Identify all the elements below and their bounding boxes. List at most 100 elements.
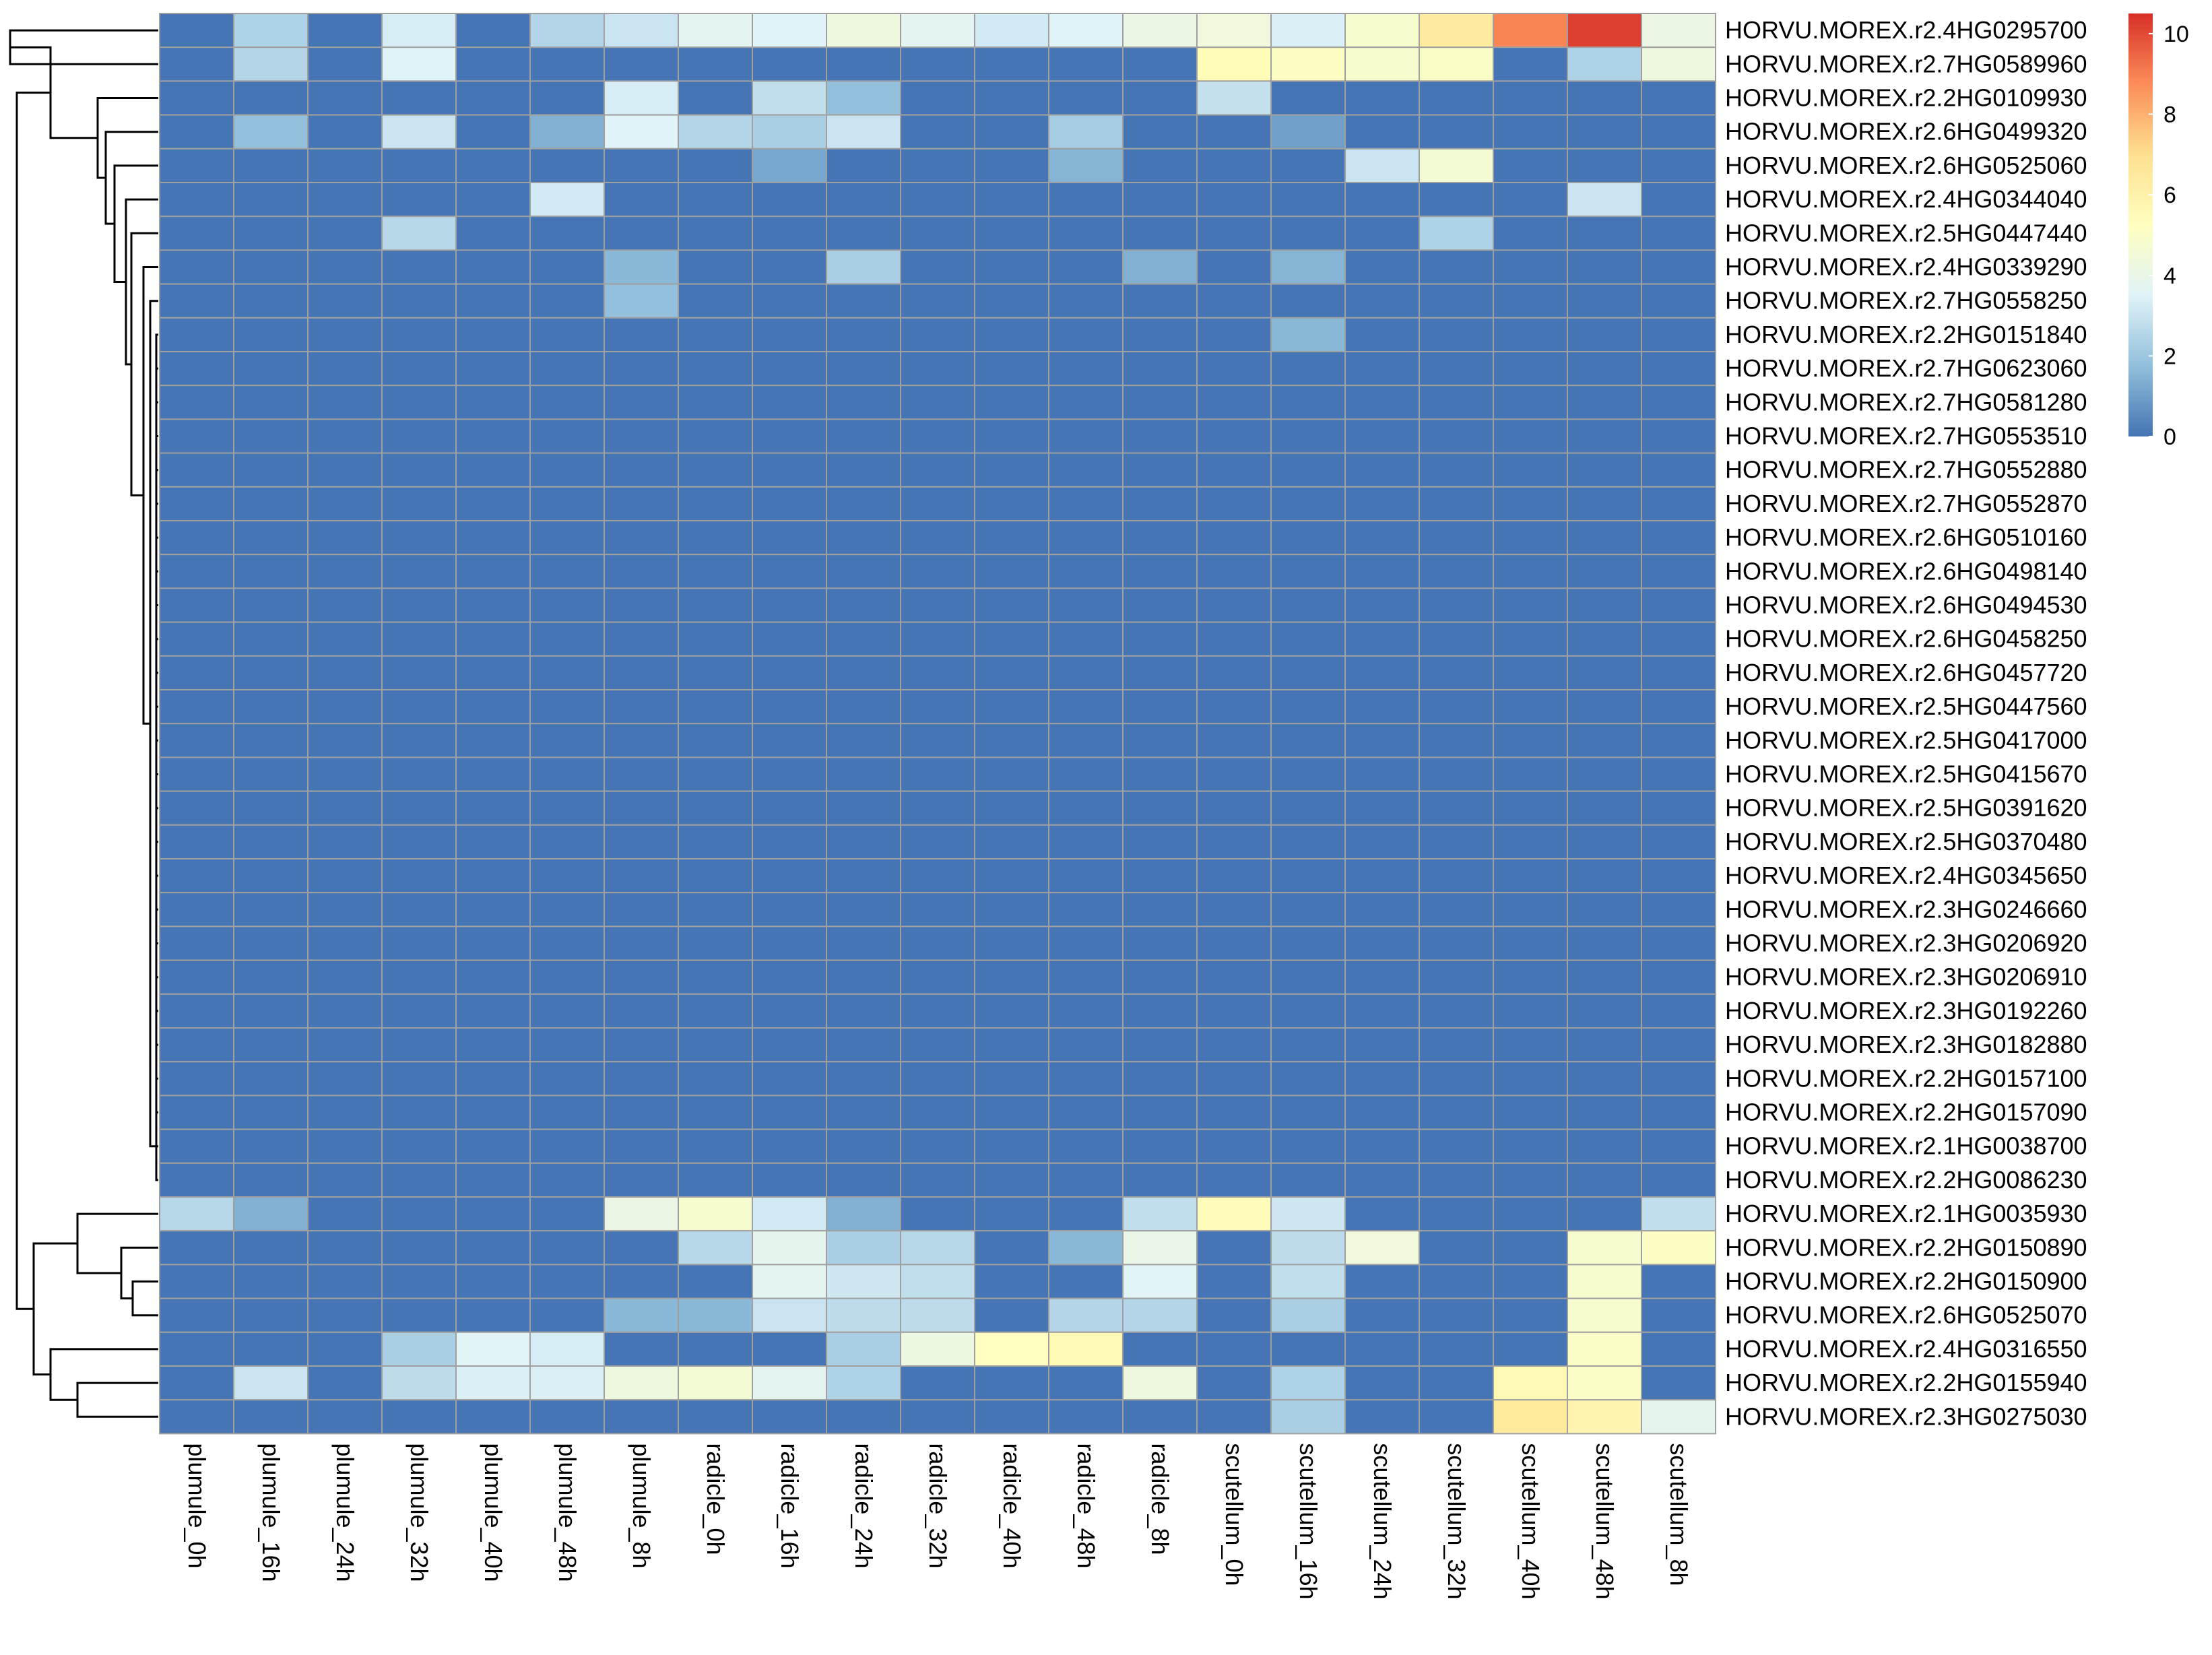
heatmap-cell [1493,114,1568,150]
heatmap-cell [1270,756,1346,792]
heatmap-cell [1122,959,1198,995]
heatmap-cell [752,621,827,657]
heatmap-cell [1344,114,1420,150]
heatmap-cell [678,756,753,792]
heatmap-cell [455,689,531,725]
heatmap-cell [159,351,234,387]
heatmap-cell [307,993,383,1029]
heatmap-cell [307,114,383,150]
heatmap-cell [900,993,975,1029]
heatmap-cell [678,1264,753,1299]
heatmap-cell [752,46,827,82]
column-label: scutellum_24h [1369,1443,1396,1599]
heatmap-cell [826,587,901,623]
heatmap-cell [233,554,308,589]
heatmap-cell [1567,13,1642,48]
heatmap-cell [1641,418,1716,454]
heatmap-cell [1493,1331,1568,1367]
heatmap-cell [233,385,308,420]
heatmap-cell [1122,520,1198,556]
heatmap-cell [159,587,234,623]
heatmap-cell [752,351,827,387]
heatmap-cell [307,520,383,556]
heatmap-cell [1122,1331,1198,1367]
heatmap-cell [826,148,901,184]
heatmap-cell [233,1399,308,1435]
heatmap-cell [974,790,1049,826]
heatmap-cell [307,926,383,961]
heatmap-cell [1048,1061,1124,1097]
heatmap-cell [752,249,827,285]
heatmap-cell [1567,520,1642,556]
heatmap-cell [752,554,827,589]
heatmap-cell [826,655,901,690]
heatmap-cell [1567,892,1642,928]
heatmap-cell [1196,926,1272,961]
heatmap-cell [900,1095,975,1130]
heatmap-cell [381,148,457,184]
row-label: HORVU.MOREX.r2.5HG0447440 [1725,219,2087,247]
heatmap-cell [1493,1027,1568,1063]
heatmap-cell [1048,723,1124,758]
heatmap-cell [307,723,383,758]
heatmap-cell [1270,1230,1346,1266]
heatmap-cell [1567,858,1642,894]
heatmap-cell [1122,351,1198,387]
heatmap-cell [1196,1331,1272,1367]
heatmap-cell [752,13,827,48]
heatmap-cell [1641,80,1716,116]
heatmap-cell [1048,993,1124,1029]
row-label: HORVU.MOREX.r2.2HG0086230 [1725,1166,2087,1194]
row-label: HORVU.MOREX.r2.2HG0155940 [1725,1369,2087,1396]
heatmap-cell [1493,452,1568,488]
heatmap-cell [826,452,901,488]
heatmap-cell [1196,385,1272,420]
heatmap-cell [1419,486,1494,521]
row-dendrogram [9,29,158,1418]
heatmap-cell [159,554,234,589]
heatmap-cell [752,926,827,961]
heatmap-cell [381,723,457,758]
heatmap-cell [1270,114,1346,150]
heatmap-cell [752,892,827,928]
heatmap-cell [529,689,605,725]
heatmap-cell [900,385,975,420]
heatmap-cell [455,317,531,352]
row-label: HORVU.MOREX.r2.3HG0192260 [1725,997,2087,1025]
heatmap-cell [974,1061,1049,1097]
heatmap-cell [1567,317,1642,352]
heatmap-cell [307,1027,383,1063]
heatmap-cell [307,621,383,657]
heatmap-cell [678,452,753,488]
heatmap-cell [974,554,1049,589]
heatmap-cell [1048,13,1124,48]
row-label: HORVU.MOREX.r2.2HG0157090 [1725,1099,2087,1126]
heatmap-cell [1270,959,1346,995]
heatmap-cell [826,520,901,556]
heatmap-cell [752,1196,827,1232]
row-label: HORVU.MOREX.r2.2HG0150890 [1725,1233,2087,1261]
heatmap-cell [529,249,605,285]
heatmap-cell [826,790,901,826]
heatmap-cell [159,486,234,521]
heatmap-cell [159,1061,234,1097]
heatmap-cell [974,1264,1049,1299]
heatmap-cell [1419,520,1494,556]
column-label: radicle_32h [924,1443,952,1568]
heatmap-cell [752,486,827,521]
legend-tick-label: 4 [2164,263,2176,289]
heatmap-cell [826,1230,901,1266]
heatmap-cell [159,520,234,556]
heatmap-cell [604,1162,679,1198]
heatmap-cell [1419,689,1494,725]
heatmap-cell [1641,1365,1716,1401]
heatmap-cell [1270,1331,1346,1367]
heatmap-cell [826,13,901,48]
heatmap-cell [381,317,457,352]
heatmap-cell [233,959,308,995]
heatmap-cell [1344,1297,1420,1333]
heatmap-cell [381,1399,457,1435]
heatmap-cell [1493,1297,1568,1333]
heatmap-cell [1344,1264,1420,1299]
heatmap-cell [604,148,679,184]
